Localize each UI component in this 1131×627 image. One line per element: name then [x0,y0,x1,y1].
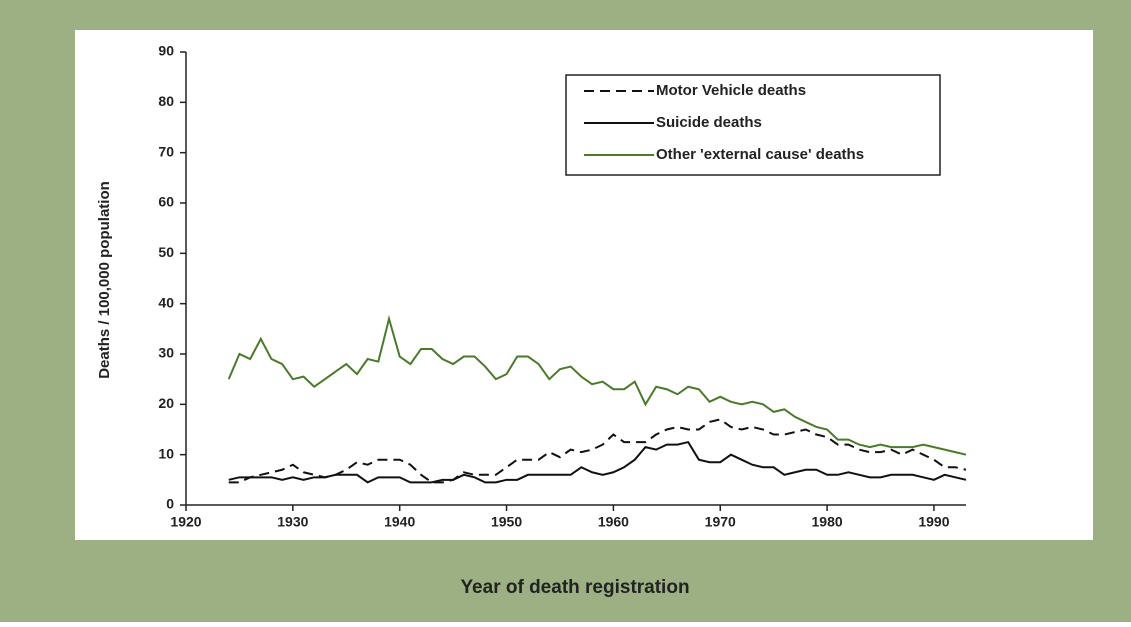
x-tick-label: 1930 [277,514,308,530]
x-tick-label: 1920 [170,514,201,530]
x-tick-label: 1940 [384,514,415,530]
y-tick-label: 90 [158,43,174,59]
y-tick-label: 80 [158,93,174,109]
y-axis-title: Deaths / 100,000 population [96,181,113,379]
x-tick-label: 1950 [491,514,522,530]
x-tick-label: 1970 [705,514,736,530]
y-tick-label: 0 [166,496,174,512]
series-line [228,440,967,484]
y-tick-label: 60 [158,194,174,210]
legend-label: Other 'external cause' deaths [656,146,864,163]
x-tick-label: 1980 [812,514,843,530]
series-line [227,314,967,456]
y-tick-label: 40 [158,294,174,310]
legend-label: Suicide deaths [656,114,762,131]
y-tick-label: 20 [158,395,174,411]
x-tick-label: 1990 [918,514,949,530]
x-tick-label: 1960 [598,514,629,530]
series-line [228,418,967,484]
legend-box [565,74,941,176]
x-axis-title: Year of death registration [460,577,689,598]
y-tick-label: 50 [158,244,174,260]
y-tick-label: 30 [158,345,174,361]
y-tick-label: 10 [158,445,174,461]
legend-label: Motor Vehicle deaths [656,82,806,99]
y-tick-label: 70 [158,143,174,159]
